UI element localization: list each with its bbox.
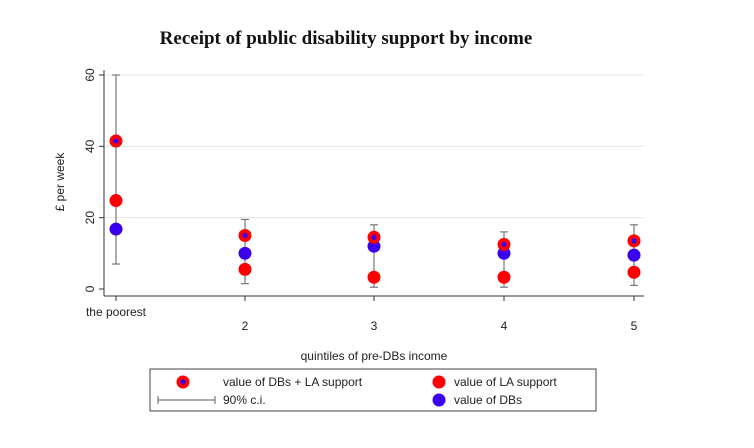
legend-marker-dbs	[432, 393, 446, 407]
x-tick-label: 2	[242, 319, 249, 333]
point-dbs-plus-la-center	[501, 241, 507, 248]
legend-marker-la-support	[432, 375, 446, 389]
legend-label-la-support: value of LA support	[454, 375, 557, 389]
point-la-support	[497, 270, 511, 284]
x-axis-title: quintiles of pre-DBs income	[301, 349, 448, 363]
point-la-support	[627, 265, 641, 279]
data-points	[109, 134, 641, 284]
point-dbs-plus-la-center	[113, 138, 119, 144]
point-dbs	[367, 239, 381, 253]
point-dbs	[238, 246, 252, 260]
legend-label-dbs-plus-la: value of DBs + LA support	[223, 375, 363, 389]
legend-marker-dbs-plus-la-center	[180, 379, 186, 385]
point-dbs-plus-la-center	[631, 238, 637, 244]
y-tick-label: 40	[83, 139, 97, 153]
legend: value of DBs + LA support value of LA sup…	[157, 375, 557, 407]
y-tick-label: 60	[83, 68, 97, 82]
point-dbs-plus-la-center	[371, 234, 377, 240]
point-dbs-plus-la-center	[242, 232, 248, 239]
point-la-support	[238, 262, 252, 276]
y-tick-label: 20	[83, 211, 97, 225]
x-tick-label: 5	[631, 319, 638, 333]
point-dbs	[497, 246, 511, 260]
y-tick-label: 0	[83, 285, 97, 292]
legend-box	[149, 368, 597, 412]
point-dbs	[627, 248, 641, 262]
y-axis-title: £ per week	[53, 152, 67, 212]
point-la-support	[109, 194, 123, 208]
confidence-intervals	[112, 74, 638, 288]
x-tick-label: 4	[501, 319, 508, 333]
axis-layer: 0 20 40 60 the poorest 2 3 4 5	[83, 68, 644, 333]
x-tick-label: the poorest	[86, 305, 147, 319]
point-la-support	[367, 270, 381, 284]
point-dbs	[109, 222, 123, 236]
chart-title: Receipt of public disability support by …	[160, 28, 533, 49]
x-tick-label: 3	[371, 319, 378, 333]
legend-label-dbs: value of DBs	[454, 393, 522, 407]
legend-label-ci: 90% c.i.	[223, 393, 266, 407]
grid-layer	[104, 74, 644, 219]
